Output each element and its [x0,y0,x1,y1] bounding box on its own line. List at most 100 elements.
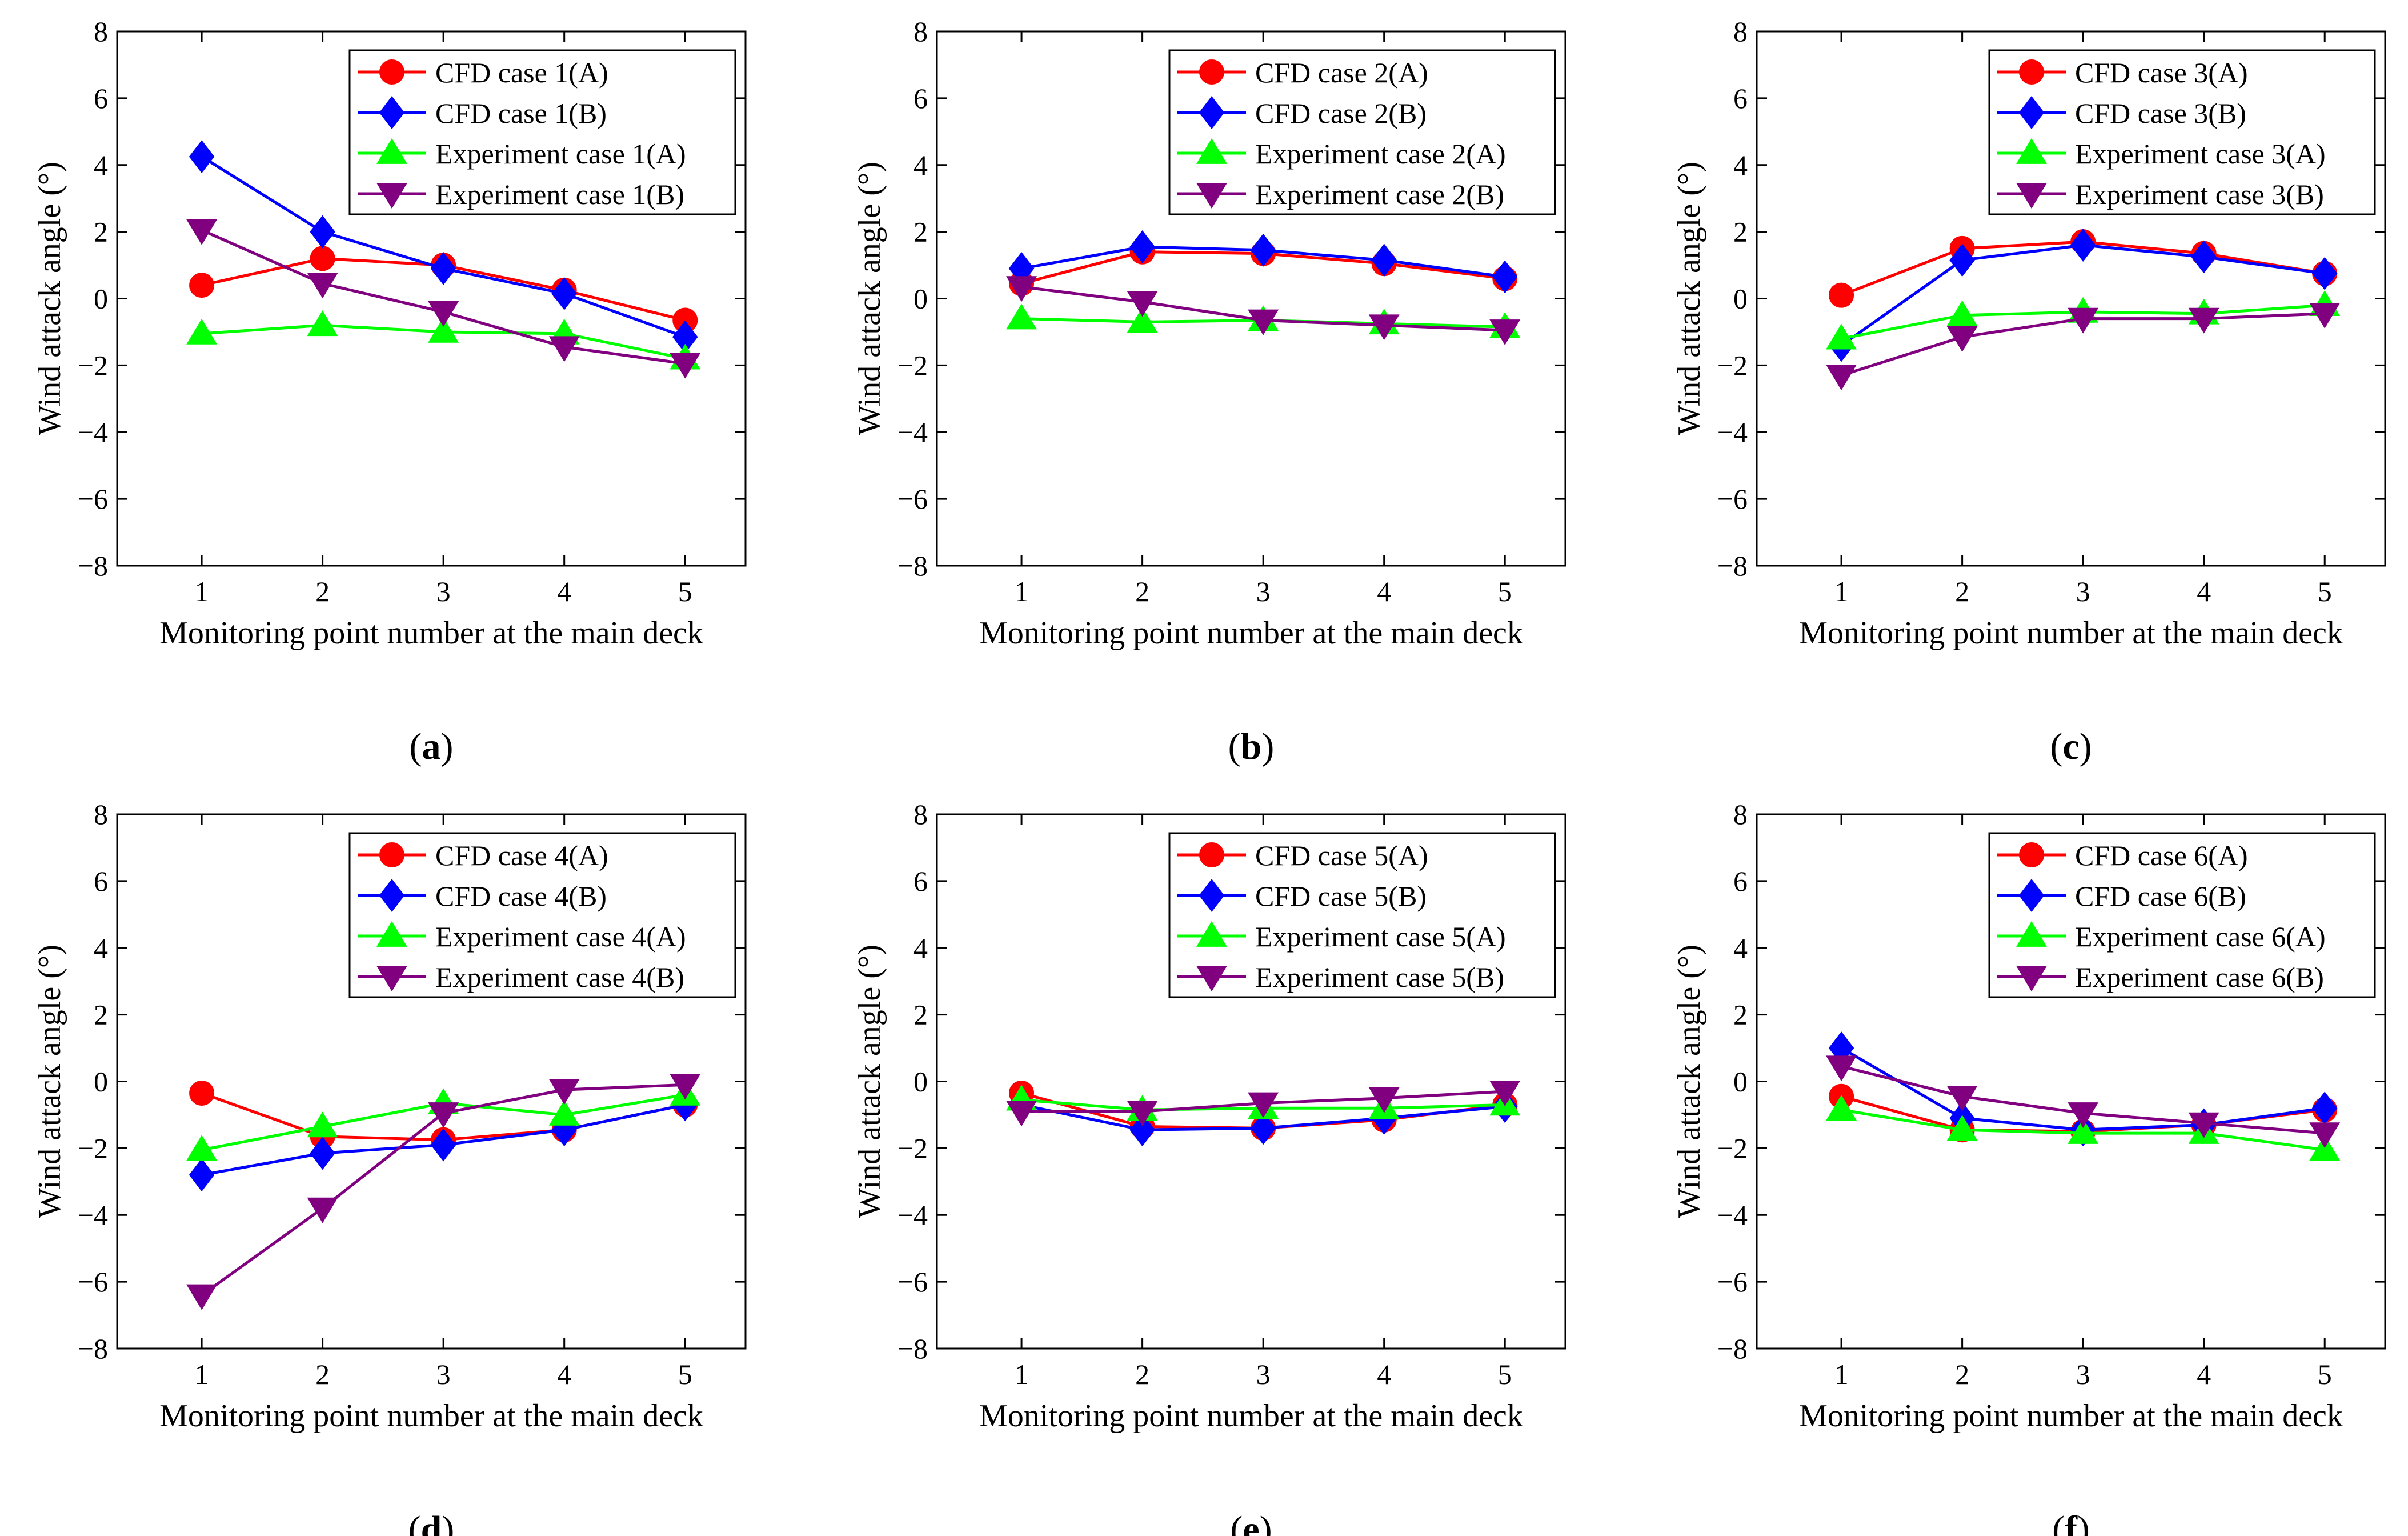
y-tick-label: 4 [1733,149,1748,181]
data-point [189,1080,215,1106]
legend-box [1988,49,2376,215]
legend-entry: CFD case 6(A) [2075,839,2248,871]
y-tick-label: −8 [78,1333,108,1365]
data-point [2068,1102,2099,1129]
data-point [548,336,580,362]
y-tick-label: 6 [94,82,108,114]
data-point [310,215,335,249]
data-point [1127,1101,1158,1127]
x-tick-label: 2 [1955,1358,1969,1390]
legend: CFD case 6(A) CFD case 6(B) Experiment cas… [1988,832,2376,998]
legend-entry: CFD case 2(A) [1255,57,1428,89]
legend-marker [376,183,407,209]
legend-entry: CFD case 4(B) [435,880,607,912]
y-tick-label: −2 [898,1132,928,1164]
y-tick-label: −2 [78,349,108,381]
series-4 [186,1074,701,1310]
data-point [1829,282,1854,308]
legend-entry: Experiment case 4(A) [435,921,686,953]
data-point [670,353,701,379]
data-point [1826,323,1857,350]
data-point [186,1284,218,1310]
data-point [189,273,215,298]
data-point [1368,314,1400,341]
data-point [1946,1115,1978,1141]
legend-entry: CFD case 1(B) [435,97,607,129]
y-tick-label: −2 [78,1132,108,1164]
data-point [189,140,215,174]
legend: CFD case 2(A) CFD case 2(B) Experiment cas… [1168,49,1556,215]
x-axis-label: Monitoring point number at the main deck [979,1398,1523,1434]
x-tick-label: 3 [2076,1358,2090,1390]
data-point [2309,302,2341,329]
legend-marker [376,966,407,992]
y-tick-label: 0 [94,283,108,315]
data-point [2191,240,2217,274]
subfigure-label: (b) [1228,726,1275,767]
chart-panel-1: −8 −6 −4 −2 0 2 4 6 8 1 2 3 4 5 Monitoring point numbe… [32,15,747,767]
y-tick-label: 4 [913,932,928,964]
y-tick-label: 6 [913,82,928,114]
x-tick-label: 5 [1498,1358,1512,1390]
legend-marker [2018,96,2045,129]
legend-marker [2016,921,2047,947]
legend-marker [1196,966,1227,992]
y-tick-label: −8 [78,550,108,582]
x-tick-label: 1 [1015,575,1029,607]
legend-marker [2018,879,2045,912]
x-axis-label: Monitoring point number at the main deck [1799,615,2343,651]
data-point [2188,307,2219,334]
y-tick-label: 2 [94,216,108,248]
x-axis-label: Monitoring point number at the main deck [1799,1398,2343,1434]
y-tick-label: 2 [913,216,928,248]
x-tick-label: 1 [1834,575,1849,607]
data-point [1946,300,1978,326]
legend-entry: Experiment case 2(A) [1255,138,1506,170]
legend-marker [2016,966,2047,992]
data-point [1946,1085,1978,1111]
data-point [1006,276,1037,302]
x-tick-label: 5 [678,1358,692,1390]
y-axis-label: Wind attack angle (°) [32,945,67,1218]
legend: CFD case 4(A) CFD case 4(B) Experiment cas… [348,832,736,998]
legend-marker [1199,879,1225,912]
data-point [2311,257,2338,290]
data-point [2068,307,2099,334]
data-point [1368,1087,1400,1113]
data-point [428,301,459,327]
data-point [2070,229,2096,262]
y-axis-label: Wind attack angle (°) [32,162,67,435]
x-tick-label: 3 [2076,575,2090,607]
data-point [307,273,338,299]
data-point [1129,1113,1155,1147]
legend-entry: CFD case 6(B) [2075,880,2246,912]
data-point [1006,303,1037,330]
x-tick-label: 5 [2318,575,2332,607]
x-tick-label: 1 [195,575,209,607]
series-2 [1828,229,2338,362]
data-point [1250,233,1276,267]
legend-entry: Experiment case 6(B) [2075,961,2324,993]
y-tick-label: 4 [94,149,108,181]
y-tick-label: 0 [913,1066,928,1098]
y-tick-label: 8 [94,15,108,47]
data-point [1248,309,1279,335]
y-tick-label: −6 [1717,483,1748,515]
legend-entry: CFD case 2(B) [1255,97,1427,129]
y-tick-label: −4 [78,1199,108,1231]
chart-panel-6: −8 −6 −4 −2 0 2 4 6 8 1 2 3 4 5 Monitoring point numbe… [1672,798,2386,1536]
legend-marker [2019,59,2044,85]
x-tick-label: 3 [436,575,451,607]
series-4 [1826,1055,2341,1149]
x-tick-label: 3 [1256,1358,1271,1390]
data-point [189,1158,215,1192]
y-tick-label: −6 [78,483,108,515]
y-tick-label: 8 [94,798,108,830]
x-tick-label: 2 [1135,575,1149,607]
data-point [186,318,218,345]
data-point [307,310,338,337]
data-point [307,1111,338,1138]
data-point [548,1079,580,1105]
y-tick-label: 2 [913,999,928,1031]
data-point [186,219,218,245]
